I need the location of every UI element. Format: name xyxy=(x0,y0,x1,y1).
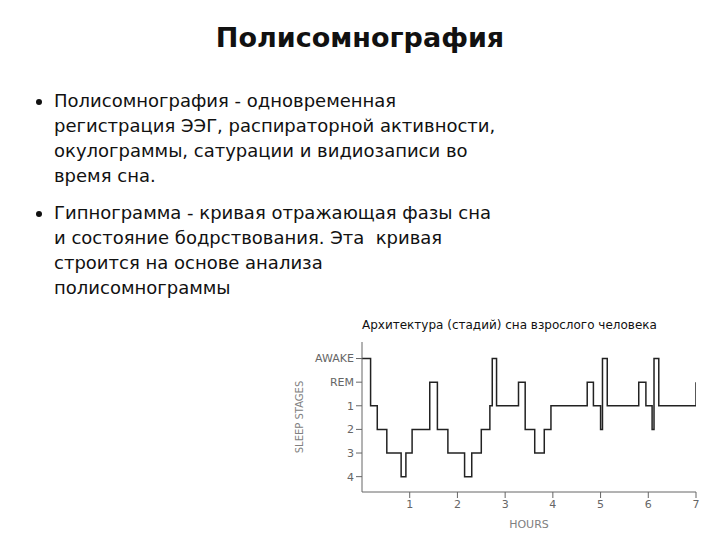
html-text:окулограммы, сатурации и видио: окулограммы, сатурации и видиозаписи во xyxy=(54,140,468,161)
html-text:Гипнограмма - кривая отражающа: Гипнограмма - кривая отражающая фазы сна xyxy=(54,202,491,223)
html-text:регистрация ЭЭГ, распираторной: регистрация ЭЭГ, распираторной активност… xyxy=(54,115,496,136)
svg-text:AWAKE: AWAKE xyxy=(315,352,354,365)
svg-text:1: 1 xyxy=(347,400,354,413)
svg-text:4: 4 xyxy=(549,498,556,511)
svg-text:6: 6 xyxy=(645,498,652,511)
svg-text:2: 2 xyxy=(454,498,461,511)
svg-text:HOURS: HOURS xyxy=(509,518,549,531)
html-text:Полисомнография - одновременна: Полисомнография - одновременная xyxy=(54,90,397,111)
svg-text:2: 2 xyxy=(347,423,354,436)
html-text:полисомнограммы: полисомнограммы xyxy=(54,277,231,298)
svg-text:3: 3 xyxy=(347,447,354,460)
html-text:Архитектура (стадий) сна взрос: Архитектура (стадий) сна взрослого челов… xyxy=(362,318,657,332)
svg-text:3: 3 xyxy=(502,498,509,511)
svg-text:SLEEP STAGES: SLEEP STAGES xyxy=(294,381,305,454)
html-text:и состояние бодрствования. Эта: и состояние бодрствования. Эта кривая xyxy=(54,227,443,248)
svg-text:7: 7 xyxy=(693,498,700,511)
svg-text:5: 5 xyxy=(597,498,604,511)
html-text:строится на основе анализа: строится на основе анализа xyxy=(54,252,323,273)
svg-text:1: 1 xyxy=(406,498,413,511)
html-text:время сна.: время сна. xyxy=(54,165,156,186)
svg-text:4: 4 xyxy=(347,471,354,484)
html-text:Полисомнография: Полисомнография xyxy=(215,22,505,53)
svg-text:REM: REM xyxy=(330,376,354,389)
